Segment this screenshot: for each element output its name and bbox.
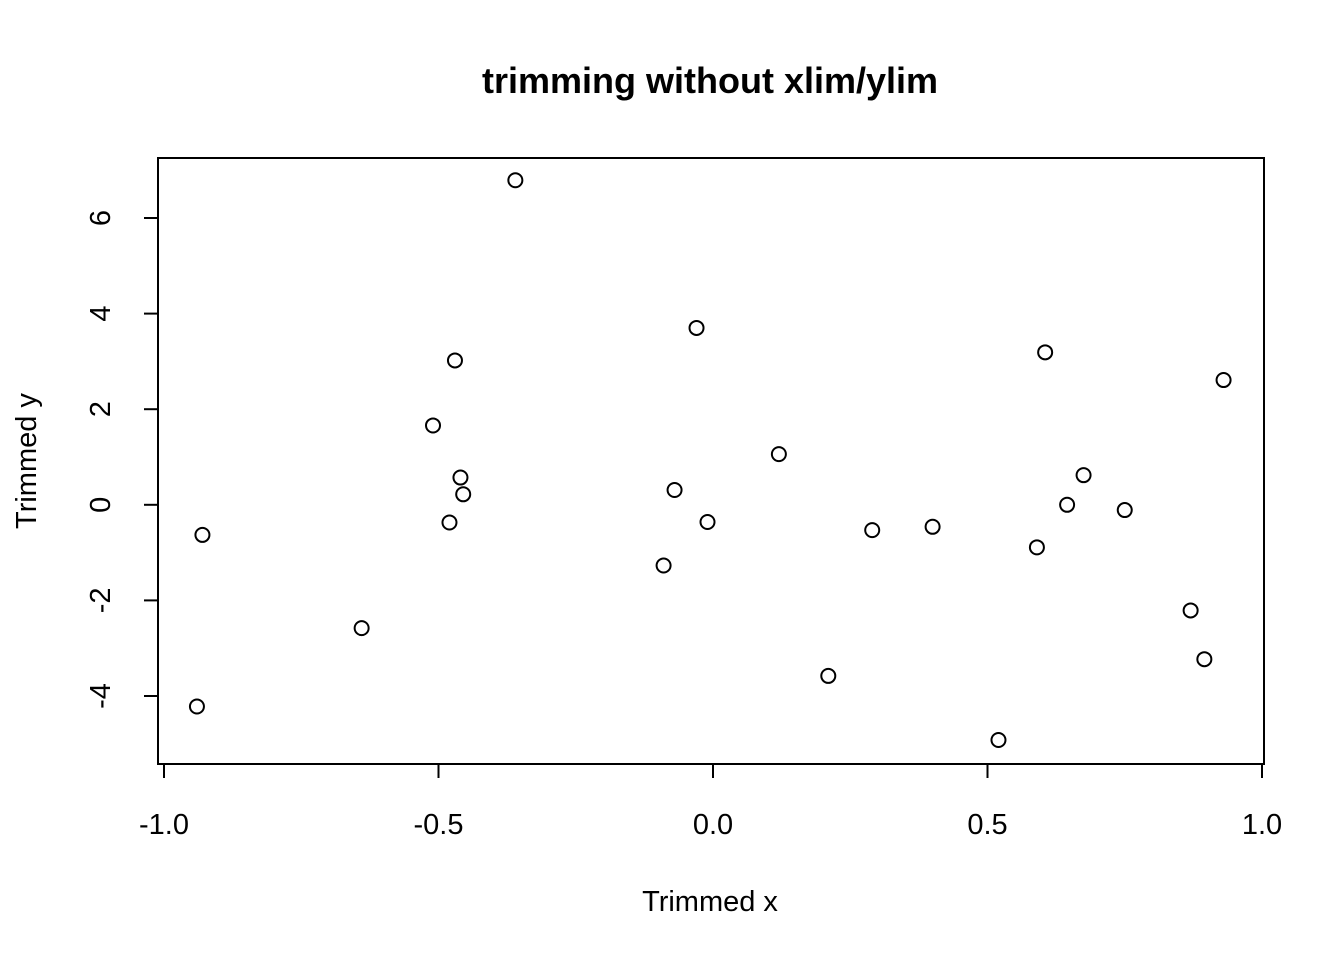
- chart-title: trimming without xlim/ylim: [482, 60, 938, 101]
- data-point: [864, 522, 881, 539]
- data-point: [1182, 602, 1199, 619]
- y-tick-label: 0: [85, 497, 117, 513]
- x-axis-label: Trimmed x: [642, 886, 778, 918]
- data-point: [666, 481, 683, 498]
- x-tick-label: -0.5: [414, 809, 464, 841]
- x-tick-label: 0.5: [967, 809, 1007, 841]
- data-point: [507, 172, 524, 189]
- data-point: [655, 557, 672, 574]
- data-point: [990, 731, 1007, 748]
- x-tick-label: -1.0: [139, 809, 189, 841]
- plot-frame: [157, 157, 1265, 765]
- data-point: [1075, 467, 1092, 484]
- y-tick-label: 6: [85, 210, 117, 226]
- y-tick-label: -4: [85, 683, 117, 709]
- data-point: [425, 417, 442, 434]
- data-points: [188, 172, 1232, 748]
- data-point: [455, 486, 472, 503]
- data-point: [770, 446, 787, 463]
- data-point: [699, 514, 716, 531]
- y-tick-label: 2: [85, 401, 117, 417]
- y-axis: -4 -2 0 2 4 6: [85, 210, 159, 709]
- data-point: [188, 698, 205, 715]
- x-tick-label: 1.0: [1242, 809, 1282, 841]
- data-point: [1028, 539, 1045, 556]
- y-axis-label: Trimmed y: [11, 393, 43, 529]
- data-point: [1196, 651, 1213, 668]
- data-point: [820, 667, 837, 684]
- y-tick-label: 4: [85, 306, 117, 322]
- data-point: [441, 514, 458, 531]
- data-point: [1037, 344, 1054, 361]
- data-point: [1059, 496, 1076, 513]
- data-point: [446, 352, 463, 369]
- data-point: [194, 526, 211, 543]
- data-point: [452, 469, 469, 486]
- y-tick-label: -2: [85, 588, 117, 614]
- data-point: [353, 620, 370, 637]
- data-point: [1215, 372, 1232, 389]
- data-point: [924, 518, 941, 535]
- data-point: [688, 319, 705, 336]
- data-point: [1116, 502, 1133, 519]
- x-axis: -1.0 -0.5 0.0 0.5 1.0: [139, 763, 1282, 841]
- x-tick-label: 0.0: [693, 809, 733, 841]
